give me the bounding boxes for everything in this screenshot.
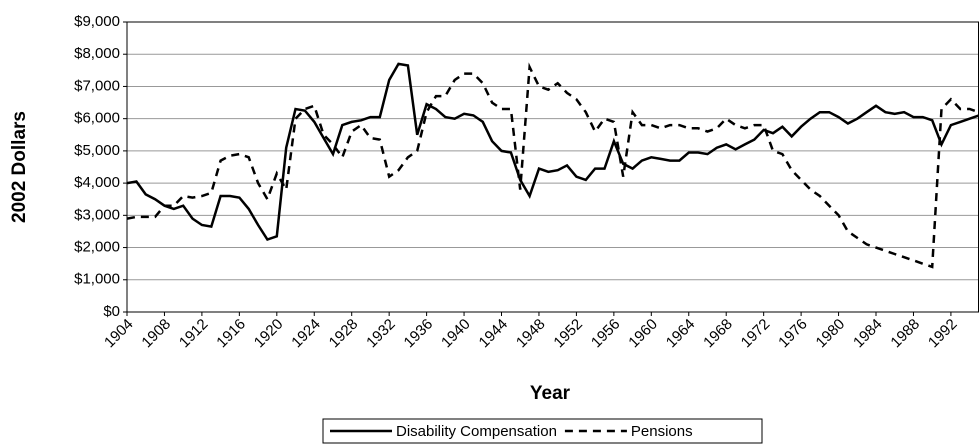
y-axis-title: 2002 Dollars: [9, 111, 30, 223]
x-tick-label: 1944: [476, 316, 512, 352]
x-tick-label: 1980: [813, 316, 849, 352]
x-tick-label: 1956: [588, 316, 624, 352]
series-line: [126, 62, 979, 241]
x-tick-label: 1912: [176, 316, 212, 352]
plot-frame: [126, 21, 979, 313]
y-tick-label: $0: [103, 303, 120, 320]
y-tick-label: $1,000: [74, 271, 120, 288]
x-tick-label: 1908: [138, 316, 174, 352]
x-tick-label: 1964: [663, 316, 699, 352]
x-tick-label: 1968: [700, 316, 736, 352]
x-tick-label: 1924: [288, 316, 324, 352]
x-tick-label: 1952: [550, 316, 586, 352]
series-line: [126, 62, 979, 269]
x-tick-label: 1948: [513, 316, 549, 352]
y-tick-label: $7,000: [74, 77, 120, 94]
x-tick-label: 1992: [925, 316, 961, 352]
x-tick-label: 1976: [775, 316, 811, 352]
x-axis-title: Year: [530, 383, 571, 404]
x-tick-label: 1940: [438, 316, 474, 352]
x-tick-label: 1928: [326, 316, 362, 352]
y-tick-label: $3,000: [74, 206, 120, 223]
y-tick-label: $6,000: [74, 110, 120, 127]
x-tick-label: 1984: [850, 316, 886, 352]
x-tick-label: 1916: [213, 316, 249, 352]
y-tick-label: $9,000: [74, 13, 120, 30]
x-tick-label: 1904: [101, 316, 137, 352]
y-tick-label: $2,000: [74, 239, 120, 256]
x-tick-label: 1988: [887, 316, 923, 352]
x-tick-label: 1936: [401, 316, 437, 352]
y-tick-label: $5,000: [74, 142, 120, 159]
legend-label: Disability Compensation: [396, 423, 557, 440]
legend-label: Pensions: [631, 423, 693, 440]
x-tick-label: 1960: [625, 316, 661, 352]
y-tick-label: $8,000: [74, 45, 120, 62]
x-tick-label: 1932: [363, 316, 399, 352]
x-tick-label: 1920: [251, 316, 287, 352]
x-tick-label: 1972: [738, 316, 774, 352]
legend-box: [322, 418, 763, 444]
y-tick-label: $4,000: [74, 174, 120, 191]
